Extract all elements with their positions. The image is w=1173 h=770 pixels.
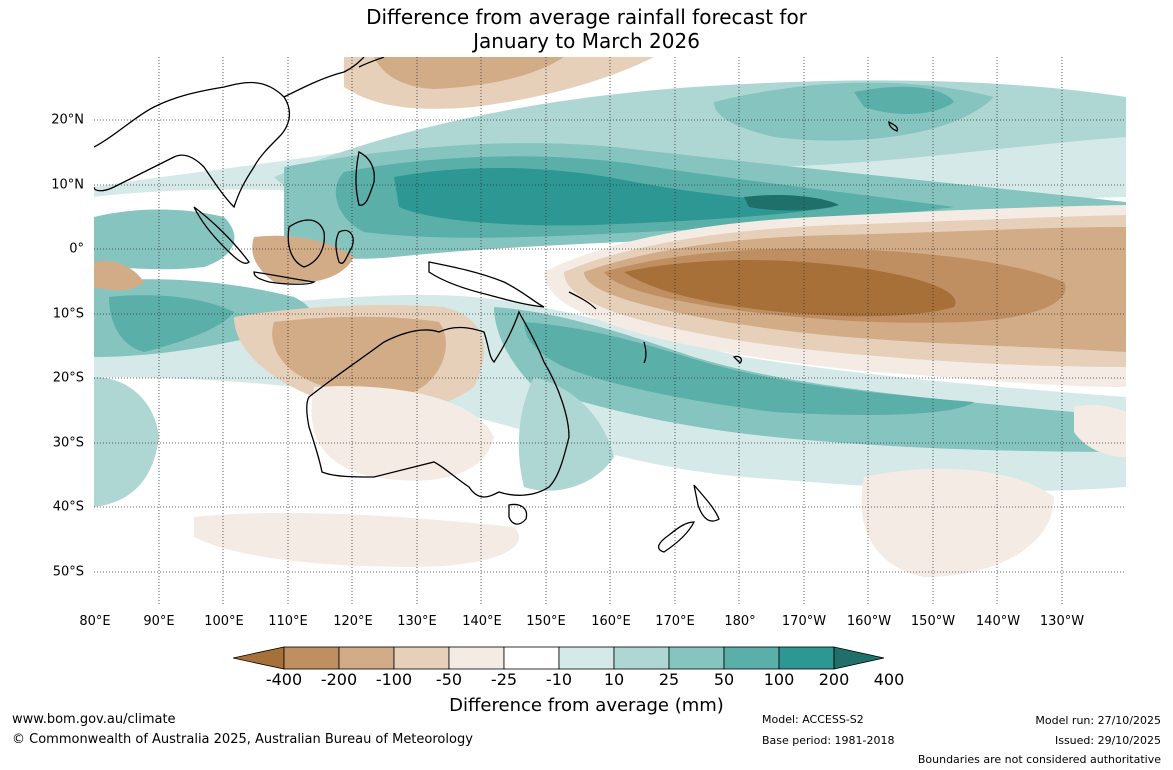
- base-period: Base period: 1981-2018: [762, 734, 895, 747]
- colorbar-label: 10: [603, 670, 625, 689]
- longitude-label: 90°E: [143, 614, 175, 629]
- colorbar-label: 400: [873, 670, 905, 689]
- colorbar-label: 100: [763, 670, 795, 689]
- anomaly-region: [94, 377, 159, 507]
- anomaly-region: [394, 167, 834, 226]
- issued-date: Issued: 29/10/2025: [1054, 734, 1161, 747]
- colorbar-label: -400: [265, 670, 303, 689]
- longitude-label: 140°W: [975, 614, 1021, 629]
- latitude-label: 20°S: [52, 370, 84, 386]
- anomaly-region: [272, 316, 446, 396]
- longitude-label: 160°W: [846, 614, 892, 629]
- anomaly-region: [744, 194, 839, 211]
- anomaly-region: [524, 322, 974, 415]
- colorbar-cell: [778, 646, 835, 670]
- copyright-text: © Commonwealth of Australia 2025, Austra…: [12, 732, 473, 747]
- anomaly-region: [854, 86, 954, 114]
- vanuatu-coastline: [643, 341, 647, 364]
- anomaly-region: [494, 307, 1126, 452]
- colorbar-label: -200: [320, 670, 358, 689]
- longitude-label: 150°E: [526, 614, 566, 629]
- rainfall-anomaly-map: [94, 57, 1126, 605]
- longitude-label: 130°E: [397, 614, 437, 629]
- boundaries-disclaimer: Boundaries are not considered authoritat…: [917, 753, 1161, 766]
- philippines-coastline: [355, 151, 375, 206]
- map-title-line-2: January to March 2026: [473, 29, 700, 53]
- colorbar-label: -50: [435, 670, 463, 689]
- anomaly-region: [94, 209, 235, 270]
- longitude-label: 180°: [724, 614, 756, 629]
- australia-coastline: [306, 310, 570, 498]
- colorbar-cell: [338, 646, 395, 670]
- new-guinea-coastline: [428, 261, 545, 308]
- longitude-label: 160°E: [591, 614, 631, 629]
- colorbar-cell: [558, 646, 615, 670]
- source-url: www.bom.gov.au/climate: [12, 712, 176, 727]
- anomaly-region: [252, 235, 354, 284]
- hawaii-coastline: [888, 120, 899, 132]
- tasmania-coastline: [508, 503, 528, 525]
- fiji-coastline: [732, 355, 743, 364]
- colorbar-label: 25: [658, 670, 680, 689]
- latitude-label: 10°S: [52, 306, 84, 322]
- latitude-label: 0°: [69, 241, 84, 257]
- colorbar-cell: [283, 646, 340, 670]
- colorbar-label: -10: [545, 670, 573, 689]
- latitude-label: 40°S: [52, 499, 84, 515]
- longitude-label: 170°E: [655, 614, 695, 629]
- new-zealand-south-coastline: [657, 521, 696, 553]
- colorbar-title: Difference from average (mm): [449, 695, 724, 716]
- colorbar-cell: [448, 646, 505, 670]
- anomaly-region: [311, 386, 494, 481]
- japan-coastline: [358, 57, 385, 68]
- colorbar-label: 50: [713, 670, 735, 689]
- longitude-label: 140°E: [462, 614, 502, 629]
- sulawesi-coastline: [335, 229, 354, 264]
- longitude-label: 120°E: [333, 614, 373, 629]
- new-zealand-north-coastline: [693, 484, 720, 522]
- longitude-label: 110°E: [268, 614, 308, 629]
- anomaly-region: [518, 377, 614, 491]
- colorbar-cell: [668, 646, 725, 670]
- colorbar-label: 200: [818, 670, 850, 689]
- colorbar-cell: [613, 646, 670, 670]
- anomaly-region: [861, 468, 1054, 577]
- solomon-islands-coastline: [568, 291, 597, 310]
- latitude-label: 20°N: [51, 112, 84, 128]
- anomaly-region: [374, 57, 564, 89]
- model-name: Model: ACCESS-S2: [762, 713, 864, 726]
- anomaly-region: [624, 260, 956, 317]
- anomaly-region: [194, 512, 520, 567]
- longitude-label: 80°E: [79, 614, 111, 629]
- longitude-label: 130°W: [1039, 614, 1085, 629]
- colorbar-cell: [723, 646, 780, 670]
- borneo-coastline: [287, 219, 325, 268]
- colorbar-label: -25: [490, 670, 518, 689]
- longitude-label: 150°W: [910, 614, 956, 629]
- longitude-label: 100°E: [204, 614, 244, 629]
- colorbar-extend-low: [233, 646, 285, 670]
- map-title-line-1: Difference from average rainfall forecas…: [366, 5, 807, 29]
- model-run-date: Model run: 27/10/2025: [1035, 714, 1161, 727]
- colorbar-extend-high: [833, 646, 885, 670]
- asia-north-coastline: [283, 57, 365, 98]
- longitude-label: 170°W: [781, 614, 827, 629]
- asia-mainland-coastline: [94, 81, 291, 209]
- colorbar-label: -100: [375, 670, 413, 689]
- colorbar-cell: [393, 646, 450, 670]
- coastlines: [94, 57, 899, 553]
- java-coastline: [253, 271, 316, 285]
- colorbar: [233, 646, 885, 670]
- anomaly-region: [1074, 404, 1126, 457]
- anomaly-region: [109, 295, 234, 352]
- latitude-label: 50°S: [52, 564, 84, 580]
- anomaly-region: [94, 260, 144, 291]
- sumatra-coastline: [193, 206, 250, 264]
- latitude-label: 10°N: [51, 177, 84, 193]
- colorbar-cell: [503, 646, 560, 670]
- latitude-label: 30°S: [52, 435, 84, 451]
